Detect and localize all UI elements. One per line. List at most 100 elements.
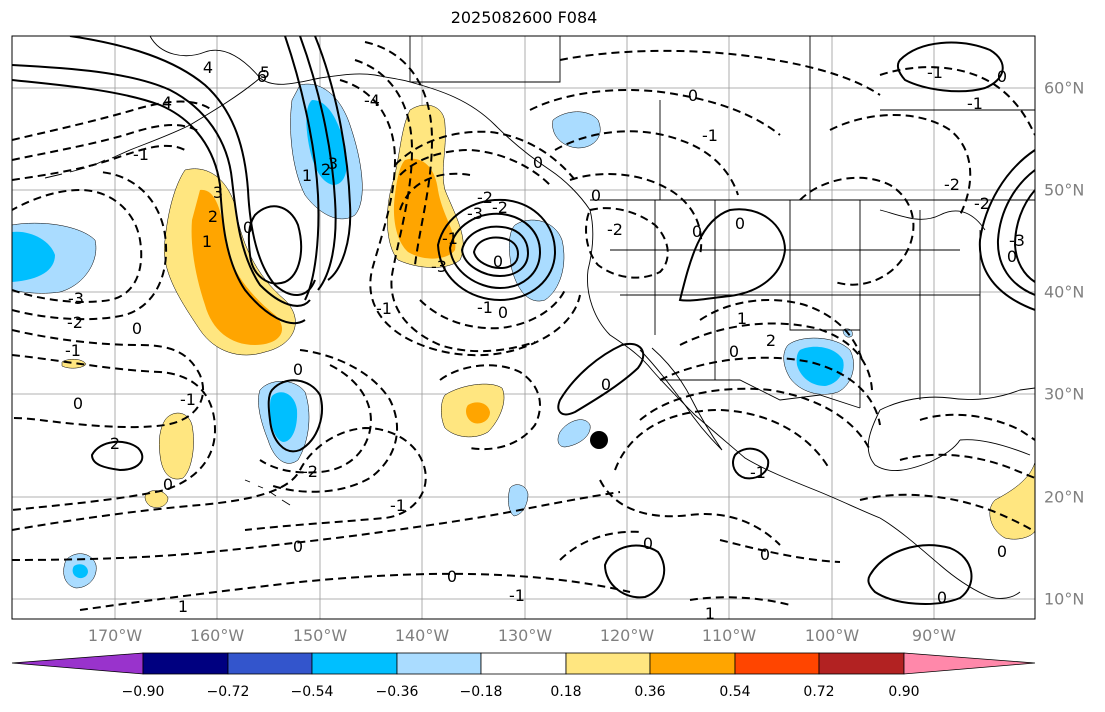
contour-northeast-high — [896, 41, 1004, 93]
contour-trough-2 — [12, 64, 311, 307]
lat-label: 10°N — [1044, 589, 1085, 609]
dashed-contour-23 — [554, 130, 739, 196]
colorbar — [11, 652, 1036, 675]
dashed-contour-6 — [12, 491, 621, 561]
blue-region-125w — [557, 419, 591, 448]
deep-blue-region-west — [12, 231, 55, 282]
contour-label: 2 — [321, 160, 331, 179]
contour-label: 3 — [213, 183, 223, 202]
contour-label: 0 — [688, 86, 698, 105]
contour-trough-3 — [69, 36, 316, 296]
plot-title: 2025082600 F084 — [450, 8, 598, 27]
dashed-contour-12 — [354, 59, 536, 353]
dashed-contour-3 — [12, 329, 205, 429]
lon-label: 140°W — [394, 626, 450, 645]
blue-region-130w-south — [508, 484, 529, 517]
contour-ridge-1 — [284, 36, 320, 301]
dashed-contour-8 — [12, 144, 186, 181]
dashed-contour-18 — [259, 364, 372, 474]
dashed-contour-17 — [419, 289, 566, 330]
contour-label: 0 — [692, 222, 702, 241]
contour-hawaii-cell — [267, 379, 323, 453]
colorbar-segment-4 — [396, 652, 482, 675]
dashed-contour-32 — [639, 387, 871, 451]
contour-label: 2 — [110, 434, 120, 453]
gulf-coast — [879, 387, 1035, 411]
colorbar-tick: 0.72 — [803, 684, 835, 700]
lon-label: 160°W — [189, 626, 245, 645]
contour-label: 0 — [997, 542, 1007, 561]
contour-low-3 — [460, 225, 530, 278]
contour-label: -2 — [607, 220, 623, 239]
dashed-contour-34 — [599, 479, 781, 546]
contour-label: 0 — [735, 214, 745, 233]
yellow-region-160w — [158, 412, 194, 480]
colorbar-tick: 0.18 — [550, 684, 582, 700]
dashed-contour-25 — [559, 49, 881, 96]
contour-label: 5 — [260, 63, 270, 82]
dashed-contour-36 — [919, 413, 1035, 441]
contour-label: -1 — [390, 496, 406, 515]
contour-label: -2 — [477, 188, 493, 207]
contour-low-2 — [448, 212, 542, 290]
colorbar-tick: −0.54 — [290, 684, 334, 700]
contour-label: -1 — [442, 229, 458, 248]
blue-region-130w — [509, 219, 565, 302]
colorbar-tick: −0.90 — [121, 684, 165, 700]
dashed-contour-16 — [399, 172, 471, 211]
dashed-contour-4 — [12, 354, 217, 511]
contour-label: 0 — [997, 67, 1007, 86]
dashed-contour-9 — [12, 124, 201, 161]
contour-label: 0 — [163, 475, 173, 494]
contour-label: -1 — [133, 145, 149, 164]
contour-label: -2 — [944, 175, 960, 194]
orange-region-135w — [466, 402, 490, 424]
dashed-contour-26 — [799, 176, 915, 286]
dashed-contour-29 — [699, 299, 863, 361]
contour-label: 4 — [203, 58, 213, 77]
contour-labels: 0 -1 -2 -3 0 -1 0 1 2 3 4 -1 0 1 2 3 4 5… — [65, 58, 1025, 623]
blue-region-gulf-alaska — [552, 111, 601, 149]
contour-label: 0 — [601, 375, 611, 394]
lon-label: 150°W — [292, 626, 348, 645]
central-america — [879, 517, 1021, 599]
state-lines-3 — [789, 200, 860, 331]
colorbar-segment-1 — [142, 652, 229, 675]
dashed-contour-7 — [79, 572, 631, 611]
dashed-contour-33 — [614, 408, 831, 471]
dashed-contour-24 — [529, 89, 781, 136]
contour-low-1 — [436, 198, 557, 302]
contour-label: -2 — [492, 198, 508, 217]
contour-label: 1 — [737, 309, 747, 328]
dashed-contour-21 — [585, 207, 669, 279]
colorbar-segment-7 — [649, 652, 736, 675]
contour-label: 0 — [643, 534, 653, 553]
contour-label: -1 — [376, 299, 392, 318]
north-america-west-coast — [409, 81, 881, 519]
contour-label: 0 — [293, 360, 303, 379]
dashed-contour-5 — [12, 426, 427, 531]
map-frame — [11, 35, 1036, 620]
dashed-contour-39 — [559, 530, 641, 561]
contour-label: 0 — [937, 588, 947, 607]
contour-label: 0 — [533, 153, 543, 172]
contour-label: 0 — [493, 252, 503, 271]
contour-label: 4 — [162, 93, 172, 112]
lon-label: 170°W — [87, 626, 143, 645]
dashed-contour-28 — [879, 66, 1035, 136]
deep-blue-region-150w — [306, 100, 347, 185]
contour-label: 0 — [591, 186, 601, 205]
contour-low-4 — [472, 236, 520, 270]
lon-label: 120°W — [599, 626, 655, 645]
contour-rockies-high — [678, 208, 787, 302]
dashed-contour-10 — [12, 100, 213, 141]
contour-label: -2 — [67, 313, 83, 332]
contour-label: -3 — [1009, 231, 1025, 250]
dashed-contour-27 — [829, 114, 972, 216]
colorbar-segment-0 — [11, 652, 144, 675]
lat-label: 40°N — [1044, 282, 1085, 302]
contour-mexico-cell — [732, 447, 770, 480]
dashed-contour-2 — [12, 171, 168, 321]
contour-label: -1 — [702, 126, 718, 145]
